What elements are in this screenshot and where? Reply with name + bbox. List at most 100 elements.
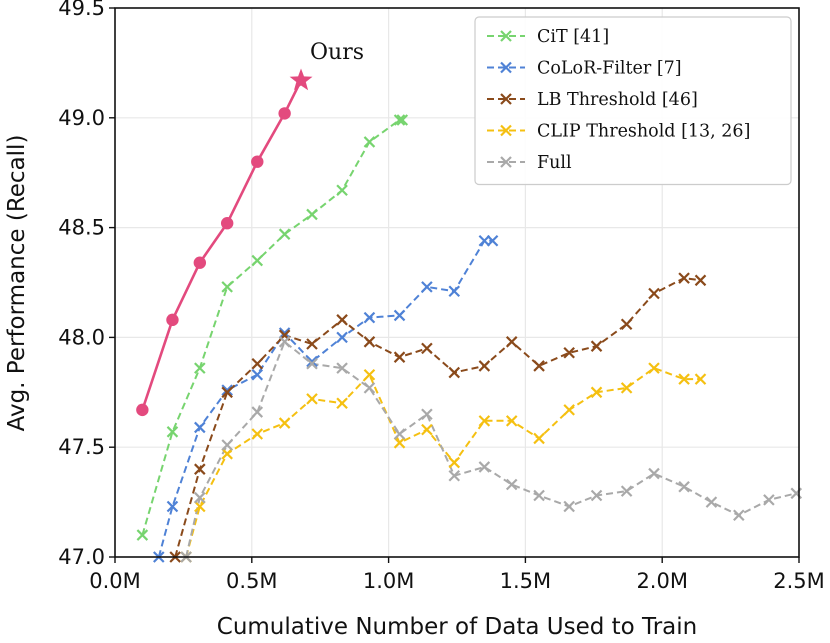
data-point-full: [363, 382, 376, 394]
y-tick-label: 49.0: [58, 106, 105, 130]
data-point-full: [763, 494, 775, 506]
legend-marker-full: [500, 156, 512, 168]
legend: CiT [41] CoLoR-Filter [7] LB Threshold [46…: [474, 16, 792, 186]
x-tick-label: 1.5M: [500, 569, 552, 593]
data-point-full: [448, 469, 461, 482]
data-point-lb-threshold-46: [393, 351, 406, 363]
data-point-color-filter-7: [336, 331, 348, 344]
data-point-lb-threshold-46: [563, 346, 575, 359]
data-point-clip-threshold-13-26: [590, 386, 603, 399]
data-point-full: [251, 406, 264, 418]
data-point-cit-41: [166, 426, 179, 438]
y-tick-label: 49.5: [58, 0, 105, 20]
data-point-color-filter-7: [278, 327, 291, 339]
data-point-clip-threshold-13-26: [278, 417, 291, 429]
x-tick-label: 0.5M: [226, 569, 278, 593]
data-point-cit-41: [306, 208, 318, 221]
data-point-cit-41: [278, 228, 291, 240]
data-point-color-filter-7: [221, 384, 233, 396]
legend-label-full: Full: [537, 153, 572, 173]
data-point-color-filter-7: [251, 368, 264, 381]
data-point-ours: [220, 217, 234, 230]
ticks: 0.0M 0.5M 1.0M 1.5M 2.0M 2.5M 47.0 47.5 48.0 48.5…: [58, 0, 825, 593]
y-axis-label: Avg. Performance (Recall): [4, 135, 30, 432]
data-point-full: [336, 362, 348, 374]
data-point-cit-41: [393, 114, 406, 126]
data-point-clip-threshold-13-26: [648, 362, 660, 374]
data-point-lb-threshold-46: [478, 360, 491, 372]
data-point-cit-41: [336, 184, 348, 197]
data-point-color-filter-7: [194, 421, 206, 434]
data-point-color-filter-7: [421, 281, 433, 293]
data-point-full: [278, 336, 291, 348]
data-point-clip-threshold-13-26: [221, 448, 233, 460]
x-tick-label: 1.0M: [363, 569, 415, 593]
data-point-lb-threshold-46: [221, 386, 233, 399]
data-point-color-filter-7: [448, 285, 461, 298]
data-point-ours-star: [289, 68, 313, 91]
data-point-lb-threshold-46: [336, 314, 348, 326]
data-point-full: [590, 489, 603, 502]
data-point-clip-threshold-13-26: [448, 456, 461, 469]
data-point-ours: [193, 256, 207, 269]
data-point-cit-41: [221, 281, 233, 293]
data-point-cit-41: [136, 529, 149, 541]
series-line-color-filter-7: [157, 239, 493, 557]
data-point-lb-threshold-46: [694, 274, 707, 287]
legend-marker-clip-threshold-13-26: [500, 124, 512, 137]
data-point-full: [733, 509, 745, 522]
y-tick-label: 47.5: [58, 435, 105, 459]
data-point-color-filter-7: [486, 234, 499, 247]
y-tick-label: 48.5: [58, 216, 105, 240]
data-point-lb-threshold-46: [306, 338, 318, 350]
data-point-clip-threshold-13-26: [620, 382, 633, 394]
data-point-lb-threshold-46: [251, 357, 264, 370]
data-point-color-filter-7: [393, 309, 406, 322]
data-point-ours: [278, 107, 291, 120]
data-point-ours: [136, 403, 149, 417]
data-point-full: [393, 428, 406, 440]
data-point-lb-threshold-46: [590, 340, 603, 352]
data-point-full: [705, 496, 718, 508]
data-point-full: [678, 480, 690, 493]
legend-marker-cit-41: [500, 30, 512, 42]
data-point-cit-41: [363, 136, 376, 148]
data-point-lb-threshold-46: [533, 360, 545, 372]
data-point-full: [505, 478, 518, 491]
x-tick-label: 2.0M: [636, 569, 688, 593]
data-point-lb-threshold-46: [648, 287, 660, 300]
data-point-full: [648, 467, 660, 480]
x-axis-label: Cumulative Number of Data Used to Train: [217, 614, 697, 640]
data-point-color-filter-7: [306, 355, 318, 368]
data-point-clip-threshold-13-26: [363, 368, 376, 381]
data-point-clip-threshold-13-26: [306, 393, 318, 405]
legend-box: [474, 16, 792, 186]
data-point-full: [194, 491, 206, 504]
data-point-full: [306, 357, 318, 370]
data-point-clip-threshold-13-26: [678, 373, 690, 385]
data-point-clip-threshold-13-26: [194, 500, 206, 513]
data-point-lb-threshold-46: [620, 318, 633, 331]
data-point-full: [533, 489, 545, 502]
data-point-full: [620, 485, 633, 497]
data-point-lb-threshold-46: [505, 336, 518, 348]
legend-label-lb-threshold-46: LB Threshold [46]: [537, 90, 698, 110]
data-point-full: [478, 461, 491, 473]
legend-marker-lb-threshold-46: [500, 93, 512, 105]
plot-frame: [114, 7, 800, 558]
data-point-clip-threshold-13-26: [421, 423, 433, 436]
data-point-full: [421, 408, 433, 421]
data-point-cit-41: [396, 114, 409, 126]
x-tick-label: 2.5M: [773, 569, 825, 593]
legend-label-cit-41: CiT [41]: [537, 27, 609, 47]
series-line-full: [185, 340, 797, 557]
data-point-lb-threshold-46: [421, 342, 433, 355]
data-point-lb-threshold-46: [194, 463, 206, 475]
data-point-ours: [166, 313, 179, 327]
data-point-ours: [251, 155, 264, 168]
data-point-clip-threshold-13-26: [336, 397, 348, 410]
data-point-clip-threshold-13-26: [563, 404, 575, 416]
data-point-clip-threshold-13-26: [533, 432, 545, 445]
data-point-clip-threshold-13-26: [251, 428, 264, 440]
